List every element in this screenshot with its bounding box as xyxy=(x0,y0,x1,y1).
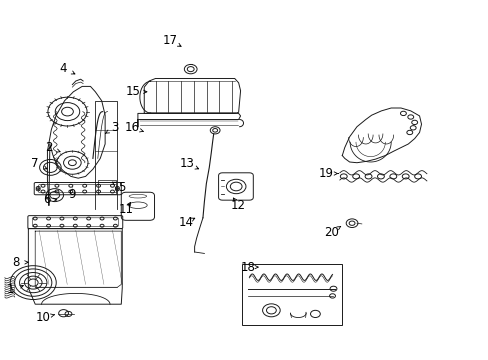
Text: 17: 17 xyxy=(163,34,177,47)
Text: 2: 2 xyxy=(45,141,53,154)
Text: 14: 14 xyxy=(178,216,193,229)
Text: 10: 10 xyxy=(36,311,50,324)
Text: 1: 1 xyxy=(7,283,15,296)
Text: 7: 7 xyxy=(31,157,39,170)
Text: 16: 16 xyxy=(124,121,139,134)
Text: 4: 4 xyxy=(60,62,67,75)
Text: 6: 6 xyxy=(42,193,50,206)
Text: 3: 3 xyxy=(111,121,119,134)
Text: 19: 19 xyxy=(319,167,333,180)
Text: 15: 15 xyxy=(125,85,140,98)
Text: 20: 20 xyxy=(324,226,338,239)
Text: 12: 12 xyxy=(231,199,245,212)
Text: 13: 13 xyxy=(179,157,194,170)
Text: 11: 11 xyxy=(119,203,133,216)
Text: 5: 5 xyxy=(118,181,126,194)
Text: 8: 8 xyxy=(12,256,20,269)
Bar xyxy=(242,264,342,325)
Text: 18: 18 xyxy=(241,261,255,274)
Text: 9: 9 xyxy=(68,188,76,201)
